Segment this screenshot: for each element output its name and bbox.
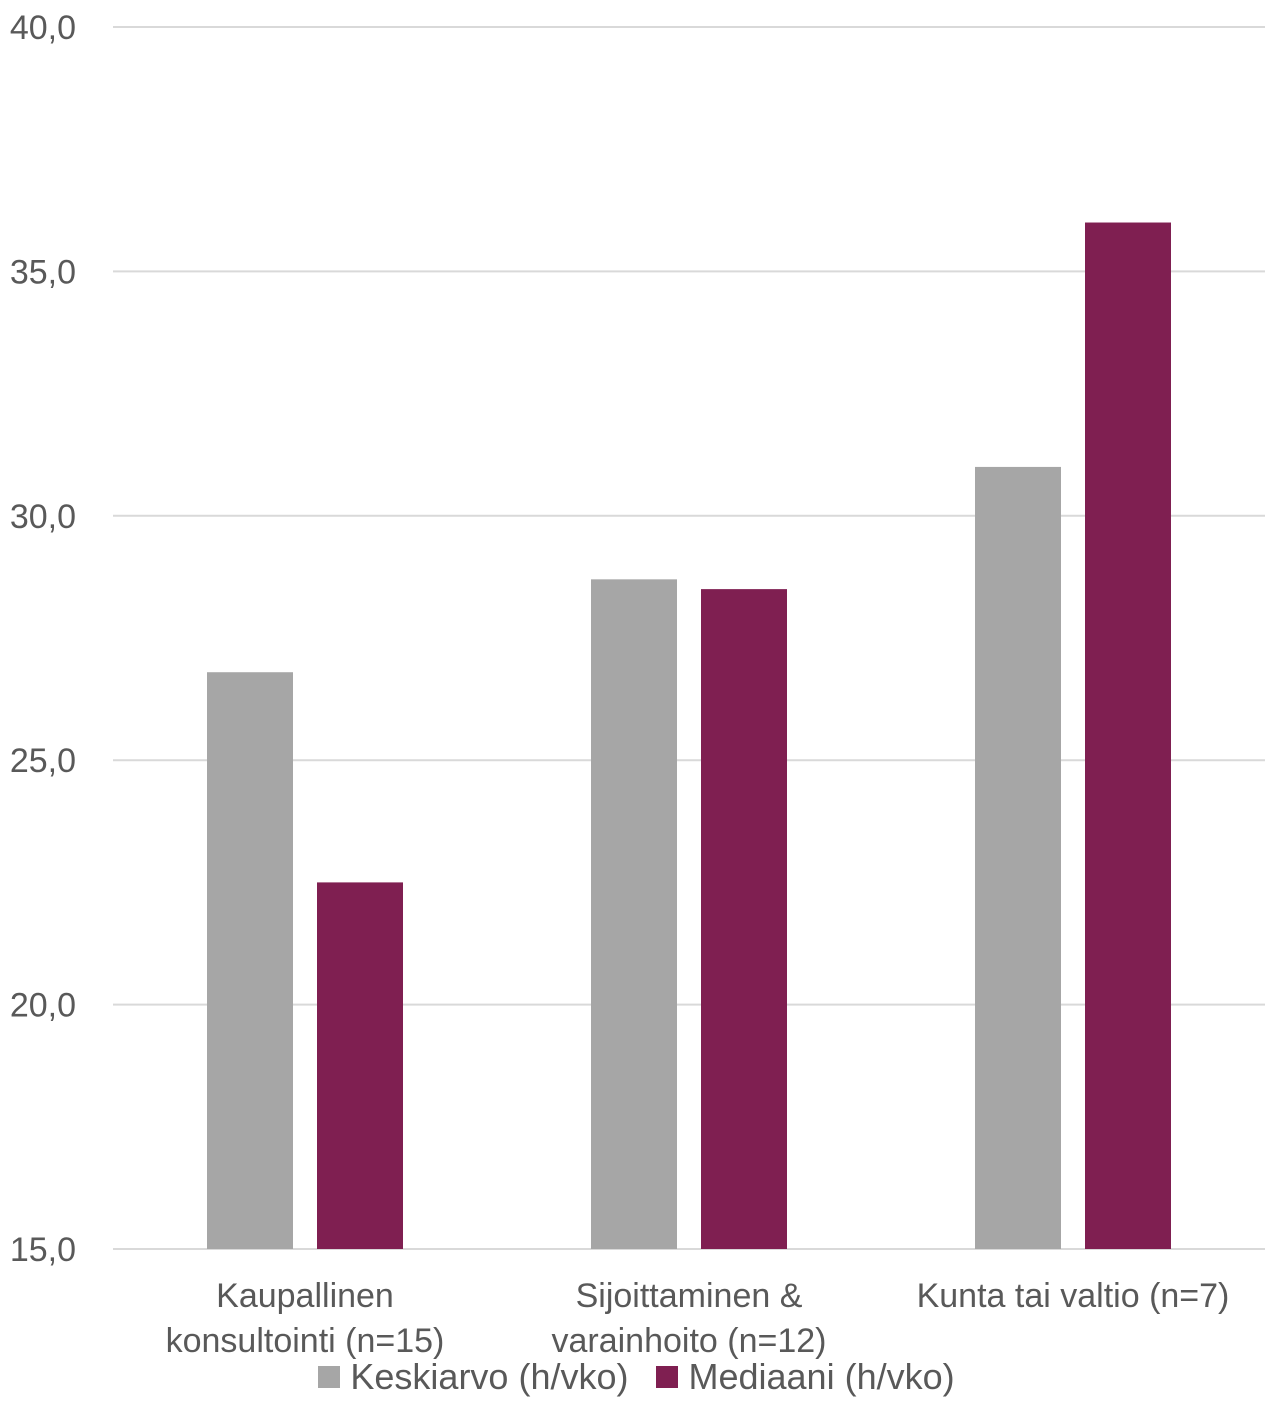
y-tick-label: 40,0 <box>10 9 76 47</box>
bar-keskiarvo <box>591 579 677 1249</box>
bar-mediaani <box>1085 222 1171 1249</box>
y-axis-ticks: 15,0 20,0 25,0 30,0 35,0 40,0 <box>10 9 76 1269</box>
legend-swatch-keskiarvo <box>318 1366 341 1388</box>
legend-item-mediaani: Mediaani (h/vko) <box>656 1356 955 1398</box>
legend: Keskiarvo (h/vko) Mediaani (h/vko) <box>0 1352 1273 1402</box>
y-tick-label: 20,0 <box>10 987 76 1025</box>
legend-label-mediaani: Mediaani (h/vko) <box>688 1356 955 1397</box>
legend-swatch-mediaani <box>656 1366 679 1388</box>
y-tick-label: 15,0 <box>10 1231 76 1269</box>
bar-keskiarvo <box>207 672 293 1249</box>
bar-keskiarvo <box>975 466 1061 1249</box>
y-tick-label: 35,0 <box>10 253 76 291</box>
bars <box>207 222 1171 1249</box>
gridlines <box>113 26 1265 1250</box>
x-axis-labels: Kaupallinen konsultointi (n=15) Sijoittami… <box>166 1277 1230 1360</box>
x-category-label: Sijoittaminen & varainhoito (n=12) <box>551 1277 826 1360</box>
legend-label-keskiarvo: Keskiarvo (h/vko) <box>350 1356 629 1397</box>
bar-mediaani <box>701 589 787 1249</box>
x-category-label: Kaupallinen konsultointi (n=15) <box>166 1277 445 1360</box>
x-category-label: Kunta tai valtio (n=7) <box>917 1277 1230 1315</box>
y-tick-label: 30,0 <box>10 498 76 536</box>
legend-item-keskiarvo: Keskiarvo (h/vko) <box>318 1356 628 1398</box>
y-tick-label: 25,0 <box>10 742 76 780</box>
bar-mediaani <box>317 882 403 1249</box>
